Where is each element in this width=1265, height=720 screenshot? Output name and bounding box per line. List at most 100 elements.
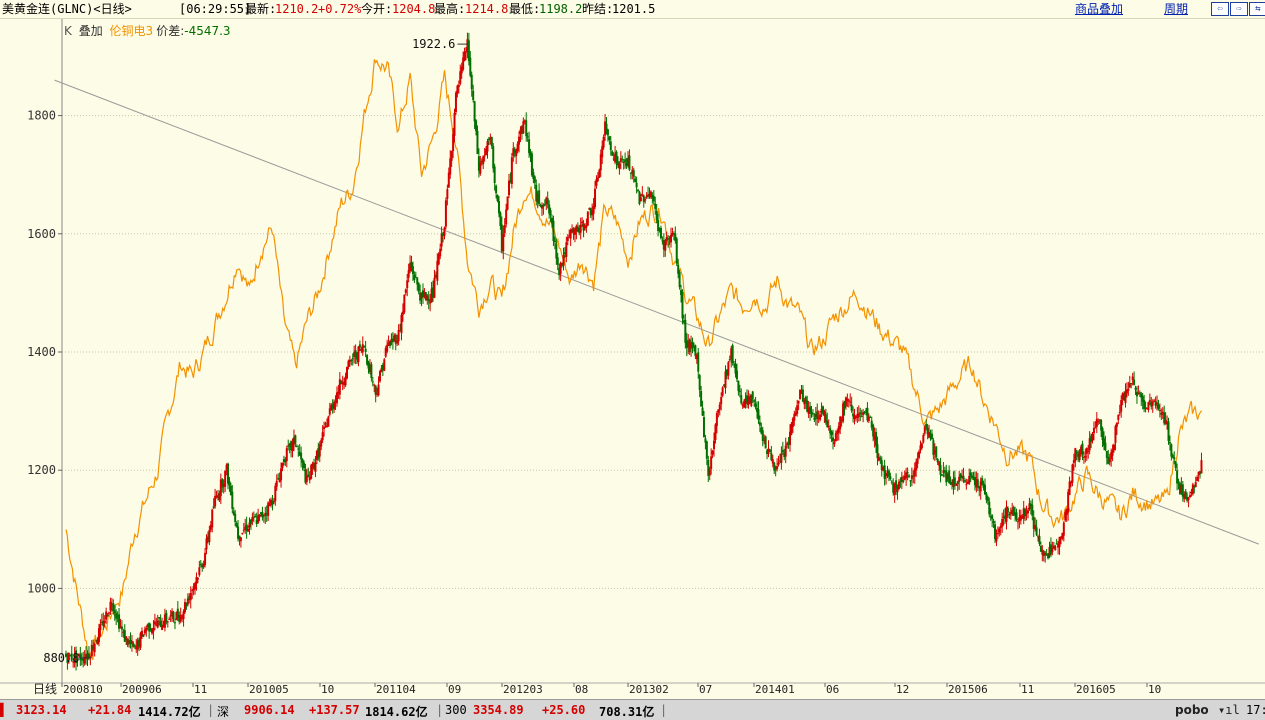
commodity-overlay-link[interactable]: 商品叠加 [1075, 2, 1124, 16]
gridlines [62, 115, 1265, 589]
gold-candle [721, 387, 724, 396]
overlay-series-name[interactable]: 伦铜电3 [109, 24, 154, 38]
gold-candle [1128, 383, 1131, 388]
gold-candle [176, 608, 179, 618]
gold-candle [1167, 421, 1170, 441]
gold-candle [225, 464, 228, 471]
gold-candle [905, 472, 908, 479]
gold-candle [1016, 521, 1019, 523]
scroll-right-icon[interactable]: ⇨ [1230, 2, 1248, 16]
gold-candle [768, 449, 771, 453]
gold-candle [411, 266, 414, 275]
gold-candle [73, 653, 76, 663]
gold-candle [1048, 547, 1051, 556]
gold-candle [897, 481, 900, 490]
gold-candle [267, 502, 270, 516]
gold-candle [922, 434, 925, 443]
gold-candle [1147, 402, 1150, 410]
gold-candle [360, 348, 363, 351]
period-link[interactable]: 周期 [1164, 2, 1189, 16]
scroll-left-icon[interactable]: ⇦ [1211, 2, 1229, 16]
gold-candle [343, 381, 346, 386]
gold-candle [952, 478, 955, 487]
gold-candle [198, 567, 201, 576]
gold-candle [893, 483, 896, 495]
gold-candle [793, 413, 796, 421]
gold-candle [1157, 404, 1160, 409]
gold-candle [843, 402, 846, 409]
gold-candle [791, 418, 794, 427]
gold-candle [1070, 481, 1073, 484]
gold-candle [1107, 456, 1110, 464]
gold-candle [391, 338, 394, 343]
gold-candle [809, 406, 812, 414]
gold-candle [549, 210, 552, 216]
gold-candle [929, 434, 932, 436]
gold-candle [558, 267, 561, 276]
gold-candle [497, 201, 500, 214]
gold-candle [1138, 392, 1141, 395]
gold-candle [576, 226, 579, 232]
x-tick-label: 201104 [376, 683, 416, 696]
gold-candle [573, 228, 576, 235]
gold-candle [883, 465, 886, 479]
gold-candle [231, 491, 234, 509]
price-chart[interactable]: 1000 1200 1400 1600 1800 日线 200810 200906 11 201… [0, 19, 1265, 699]
gold-candle [737, 380, 740, 391]
gold-candle [407, 270, 410, 278]
y-axis-ticks: 1000 1200 1400 1600 1800 [27, 109, 62, 595]
gold-candle [324, 423, 327, 425]
gold-candle [745, 395, 748, 402]
gold-candle [247, 528, 250, 532]
gold-candle [1171, 455, 1174, 458]
gold-candle [166, 621, 169, 623]
gold-candle [1028, 503, 1031, 510]
gold-candle [913, 468, 916, 477]
gold-candle [800, 391, 803, 394]
sh-turnover: 1414.72亿 [138, 705, 201, 719]
gold-candle [892, 483, 895, 493]
gold-candle [486, 141, 489, 152]
trend-line[interactable] [54, 79, 1259, 545]
gold-candle [642, 195, 645, 203]
gold-candle [335, 392, 338, 404]
gold-candle [490, 137, 493, 147]
gold-candle [433, 277, 436, 298]
gold-candle [923, 426, 926, 434]
gold-candle [487, 138, 490, 141]
gold-candle [515, 149, 518, 157]
gold-candle [153, 621, 156, 625]
gold-candle [780, 453, 783, 463]
gold-candle [346, 366, 348, 379]
gold-candle [251, 517, 254, 521]
gold-candle [692, 346, 695, 348]
gold-candle [671, 233, 674, 236]
gold-candle [786, 443, 789, 446]
layout-toggle-icon[interactable]: ⇆ [1249, 2, 1265, 16]
gold-candle [519, 129, 522, 134]
gold-candle [975, 478, 978, 488]
gold-candle [870, 420, 873, 428]
gold-candle [505, 209, 508, 225]
gold-candle [313, 462, 316, 469]
gold-candle [294, 435, 297, 444]
gold-candle [522, 121, 525, 134]
x-tick-label: 201605 [1076, 683, 1116, 696]
gold-candle [935, 446, 938, 458]
gold-candle [146, 624, 149, 628]
gold-candle [1047, 554, 1050, 559]
gold-candle [839, 416, 842, 430]
gold-candle [804, 396, 807, 403]
gold-candle [621, 158, 624, 160]
gold-candle [152, 627, 155, 632]
gold-candle [1001, 518, 1004, 527]
gold-candle [340, 381, 343, 384]
gold-candle [976, 479, 979, 488]
gold-candle [437, 253, 440, 265]
gold-candle [1181, 484, 1184, 497]
gold-candle [605, 123, 608, 131]
open-value: 1204.8 [392, 2, 436, 16]
gold-candle [216, 495, 219, 498]
gold-candle [65, 653, 67, 657]
gold-candle [925, 423, 928, 428]
